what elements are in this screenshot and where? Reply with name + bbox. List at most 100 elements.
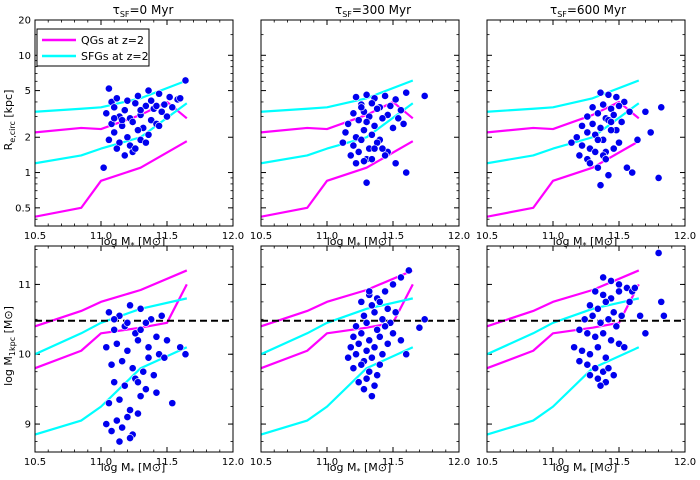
- data-point: [157, 107, 166, 116]
- data-point: [591, 364, 600, 373]
- data-point: [636, 311, 645, 320]
- data-point: [147, 116, 156, 125]
- data-point: [583, 128, 592, 137]
- panel-frame: [486, 19, 686, 227]
- sfg-line: [487, 297, 640, 356]
- data-point: [383, 304, 392, 313]
- data-point: [112, 339, 121, 348]
- data-point: [134, 378, 142, 387]
- qg-line: [35, 269, 188, 328]
- qg-line: [261, 283, 414, 370]
- legend-label-qg: QGs at z=2: [81, 34, 144, 47]
- y-tick-label: 9: [25, 420, 31, 431]
- data-point: [131, 144, 140, 153]
- data-point: [370, 381, 379, 390]
- data-point: [131, 99, 140, 108]
- data-point: [630, 283, 639, 292]
- x-tick-label: 10.5: [24, 457, 46, 468]
- data-point: [105, 399, 113, 408]
- x-tick-label: 12.0: [448, 231, 470, 242]
- data-point: [586, 371, 594, 380]
- data-point: [367, 99, 376, 108]
- data-point: [370, 308, 379, 317]
- data-point: [593, 304, 602, 313]
- data-point: [141, 318, 150, 327]
- data-point: [160, 100, 169, 109]
- data-point: [604, 315, 613, 324]
- xlabel-bottom-2: log M* [M⊙]: [553, 461, 618, 476]
- data-point: [604, 90, 613, 99]
- data-point: [362, 346, 371, 355]
- data-point: [586, 159, 594, 168]
- data-point: [389, 280, 397, 289]
- bottom-ylabel: log M1kpc [M⊙]: [2, 306, 17, 386]
- x-tick-label: 11.5: [608, 231, 630, 242]
- data-point: [583, 329, 592, 338]
- data-point: [134, 336, 142, 345]
- data-point: [596, 124, 605, 132]
- data-point: [134, 126, 142, 135]
- data-point: [378, 350, 387, 359]
- data-point: [586, 350, 594, 359]
- data-point: [365, 336, 374, 345]
- data-point: [607, 118, 615, 126]
- x-tick-label: 11.0: [542, 457, 564, 468]
- data-point: [362, 374, 371, 383]
- x-tick-label: 11.5: [382, 457, 404, 468]
- x-tick-label: 11.5: [608, 457, 630, 468]
- sfg-line: [487, 102, 640, 165]
- data-point: [599, 290, 608, 299]
- data-point: [373, 371, 382, 380]
- data-point: [349, 109, 358, 118]
- legend: QGs at z=2 SFGs at z=2: [36, 28, 150, 67]
- data-point: [126, 301, 134, 310]
- data-point: [168, 103, 177, 112]
- data-point: [591, 147, 600, 156]
- panel-top-0: 10.5 11.0 11.5 12.0 0.5 1 2 5 10 20: [15, 16, 244, 243]
- x-tick-label: 10.5: [250, 457, 272, 468]
- data-point: [578, 141, 586, 150]
- data-point: [615, 287, 623, 296]
- data-point: [136, 392, 145, 401]
- data-point: [163, 112, 171, 121]
- xlabel-top-2: log M* [M⊙]: [553, 235, 618, 250]
- data-point: [110, 325, 119, 334]
- x-tick-label: 10.5: [250, 231, 272, 242]
- panel-bottom-0: 10.5 11.0 11.5 12.0 9 10 11: [18, 245, 244, 468]
- data-point: [349, 141, 358, 150]
- data-point: [139, 367, 148, 376]
- panel-frame: [34, 19, 234, 227]
- data-point: [123, 96, 132, 105]
- x-tick-label: 12.0: [674, 457, 696, 468]
- data-point: [625, 107, 634, 116]
- data-point: [107, 427, 116, 435]
- data-point: [144, 130, 153, 139]
- panel-bottom-1: 10.5 11.0 11.5 12.0: [250, 245, 470, 468]
- data-point: [617, 118, 626, 126]
- data-point: [152, 388, 161, 397]
- data-point: [163, 336, 171, 345]
- data-point: [657, 103, 666, 112]
- data-point: [147, 96, 156, 105]
- sfg-line: [261, 102, 414, 165]
- qg-line: [261, 140, 414, 218]
- data-point: [144, 353, 153, 362]
- data-point: [134, 92, 142, 100]
- x-tick-label: 11.5: [156, 457, 178, 468]
- plot-area: [487, 79, 666, 218]
- data-point: [362, 90, 371, 99]
- data-point: [354, 339, 363, 348]
- data-point: [346, 343, 355, 352]
- xlabel-bottom-1: log M* [M⊙]: [327, 461, 392, 476]
- data-point: [344, 119, 353, 128]
- legend-label-sfg: SFGs at z=2: [81, 50, 149, 63]
- y-tick-label: 2: [25, 133, 31, 144]
- data-point: [112, 416, 121, 425]
- data-point: [604, 364, 613, 373]
- data-point: [118, 116, 127, 125]
- data-point: [136, 106, 145, 115]
- data-point: [360, 157, 368, 166]
- data-point: [604, 171, 613, 180]
- x-tick-label: 11.5: [156, 231, 178, 242]
- data-point: [609, 144, 618, 153]
